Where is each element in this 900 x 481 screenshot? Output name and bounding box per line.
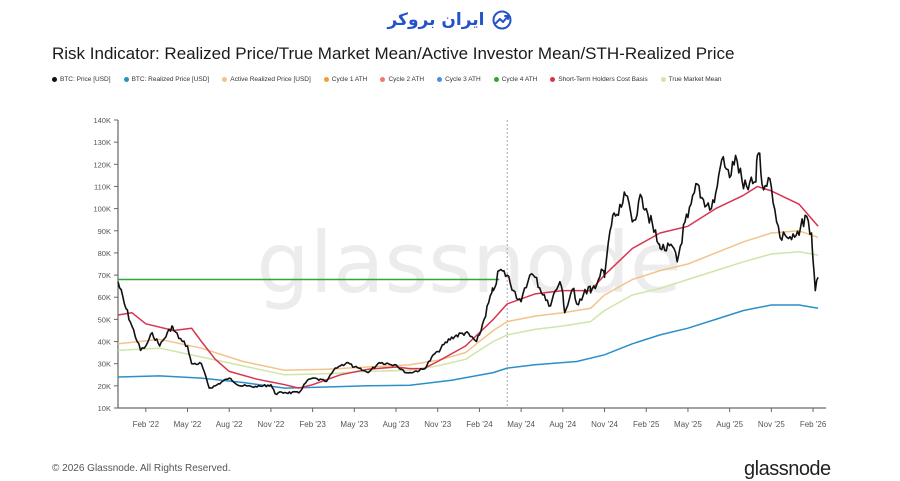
legend-swatch bbox=[550, 77, 556, 82]
copyright: © 2026 Glassnode. All Rights Reserved. bbox=[52, 463, 231, 474]
y-tick-label: 20K bbox=[98, 382, 111, 391]
series-line-short-term-holders-cost-basis bbox=[117, 185, 819, 389]
legend-swatch bbox=[123, 77, 129, 82]
legend-swatch bbox=[323, 77, 329, 82]
y-tick-label: 80K bbox=[98, 249, 111, 258]
y-tick-label: 50K bbox=[98, 315, 111, 324]
x-tick-label: Feb '24 bbox=[466, 420, 493, 429]
legend-label: Cycle 4 ATH bbox=[501, 76, 538, 83]
y-tick-label: 110K bbox=[94, 182, 111, 191]
chart-title: Risk Indicator: Realized Price/True Mark… bbox=[52, 44, 735, 63]
x-tick-label: May '23 bbox=[340, 420, 368, 429]
series-line-btc-price-usd bbox=[117, 152, 819, 396]
y-tick-label: 130K bbox=[93, 138, 111, 147]
x-tick-label: Feb '22 bbox=[133, 420, 160, 429]
legend-swatch bbox=[493, 77, 499, 82]
legend-swatch bbox=[380, 77, 386, 82]
y-tick-label: 70K bbox=[98, 271, 111, 280]
legend-label: BTC: Price [USD] bbox=[60, 76, 111, 83]
legend-item[interactable]: Cycle 4 ATH bbox=[493, 76, 538, 83]
legend-item[interactable]: BTC: Price [USD] bbox=[52, 76, 111, 83]
legend-label: BTC: Realized Price [USD] bbox=[131, 76, 210, 83]
y-tick-label: 30K bbox=[98, 360, 111, 369]
x-tick-label: Aug '23 bbox=[383, 420, 410, 429]
legend-label: True Market Mean bbox=[668, 76, 722, 83]
y-tick-label: 100K bbox=[93, 205, 111, 214]
brand-logo: ایران بروکر bbox=[0, 10, 900, 30]
x-tick-label: Feb '26 bbox=[800, 420, 827, 429]
y-tick-label: 40K bbox=[98, 338, 111, 347]
x-tick-label: Feb '23 bbox=[299, 420, 326, 429]
series-line-true-market-mean bbox=[117, 251, 819, 376]
legend-item[interactable]: Cycle 1 ATH bbox=[323, 76, 368, 83]
footer-logo: glassnode bbox=[744, 458, 831, 480]
x-tick-label: Feb '25 bbox=[633, 420, 660, 429]
chart-trend-icon bbox=[492, 10, 512, 30]
series-line-active-realized-price-usd bbox=[117, 230, 819, 372]
legend-item[interactable]: Cycle 2 ATH bbox=[380, 76, 424, 83]
x-tick-label: Nov '25 bbox=[758, 420, 785, 429]
legend-swatch bbox=[52, 77, 57, 82]
legend-label: Short-Term Holders Cost Basis bbox=[558, 76, 648, 83]
legend-item[interactable]: True Market Mean bbox=[660, 76, 722, 83]
legend-swatch bbox=[660, 77, 666, 82]
brand-logo-text: ایران بروکر bbox=[387, 10, 485, 30]
y-tick-label: 90K bbox=[98, 227, 111, 236]
x-tick-label: Aug '24 bbox=[549, 420, 576, 429]
legend-swatch bbox=[437, 77, 443, 82]
y-tick-label: 140K bbox=[93, 116, 111, 125]
legend-item[interactable]: Cycle 3 ATH bbox=[437, 76, 481, 83]
x-tick-label: Aug '25 bbox=[716, 420, 743, 429]
y-tick-label: 60K bbox=[98, 293, 111, 302]
x-tick-label: May '25 bbox=[674, 420, 702, 429]
legend-label: Cycle 2 ATH bbox=[388, 76, 425, 83]
chart-legend: BTC: Price [USD] BTC: Realized Price [USD… bbox=[52, 76, 721, 83]
legend-item[interactable]: Short-Term Holders Cost Basis bbox=[550, 76, 648, 83]
y-tick-label: 10K bbox=[98, 404, 111, 413]
legend-label: Cycle 1 ATH bbox=[331, 76, 368, 83]
legend-item[interactable]: BTC: Realized Price [USD] bbox=[123, 76, 210, 83]
x-tick-label: May '22 bbox=[174, 420, 202, 429]
series-line-btc-realized-price-usd bbox=[117, 304, 819, 389]
y-tick-label: 120K bbox=[93, 160, 111, 169]
legend-swatch bbox=[222, 77, 228, 82]
legend-label: Cycle 3 ATH bbox=[445, 76, 481, 83]
legend-label: Active Realized Price [USD] bbox=[230, 76, 311, 83]
x-tick-label: May '24 bbox=[507, 420, 535, 429]
x-tick-label: Nov '24 bbox=[591, 420, 618, 429]
x-tick-label: Nov '22 bbox=[257, 420, 284, 429]
chart-svg: glassnode10K20K30K40K50K60K70K80K90K100K… bbox=[93, 116, 827, 429]
legend-item[interactable]: Active Realized Price [USD] bbox=[222, 76, 311, 83]
x-tick-label: Nov '23 bbox=[424, 420, 451, 429]
x-tick-label: Aug '22 bbox=[216, 420, 243, 429]
